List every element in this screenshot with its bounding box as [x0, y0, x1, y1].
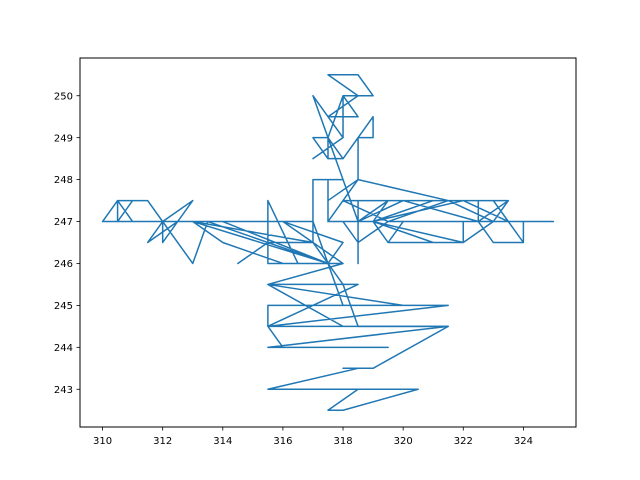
y-axis: 243 244 245 246 247 248 249 250 — [54, 91, 80, 396]
y-tick-label: 245 — [54, 301, 73, 312]
x-tick-label: 322 — [454, 436, 473, 447]
y-tick-label: 249 — [54, 133, 73, 144]
x-tick-label: 318 — [333, 436, 352, 447]
x-tick-label: 312 — [153, 436, 172, 447]
series-line-2 — [267, 262, 449, 411]
y-tick-label: 243 — [54, 385, 73, 396]
series-layer — [101, 74, 555, 411]
y-tick-label: 244 — [54, 343, 73, 354]
plot-area — [79, 57, 577, 428]
y-tick-label: 248 — [54, 175, 73, 186]
x-tick-label: 310 — [93, 436, 112, 447]
x-tick-label: 320 — [394, 436, 413, 447]
y-tick-label: 250 — [54, 91, 73, 102]
x-axis: 310 312 314 316 318 320 322 324 — [93, 427, 533, 447]
x-tick-label: 316 — [273, 436, 292, 447]
y-tick-label: 246 — [54, 259, 73, 270]
axes-frame — [79, 57, 577, 428]
x-tick-label: 324 — [514, 436, 533, 447]
x-tick-label: 314 — [213, 436, 232, 447]
series-line-1 — [101, 74, 555, 349]
y-tick-label: 247 — [54, 217, 73, 228]
